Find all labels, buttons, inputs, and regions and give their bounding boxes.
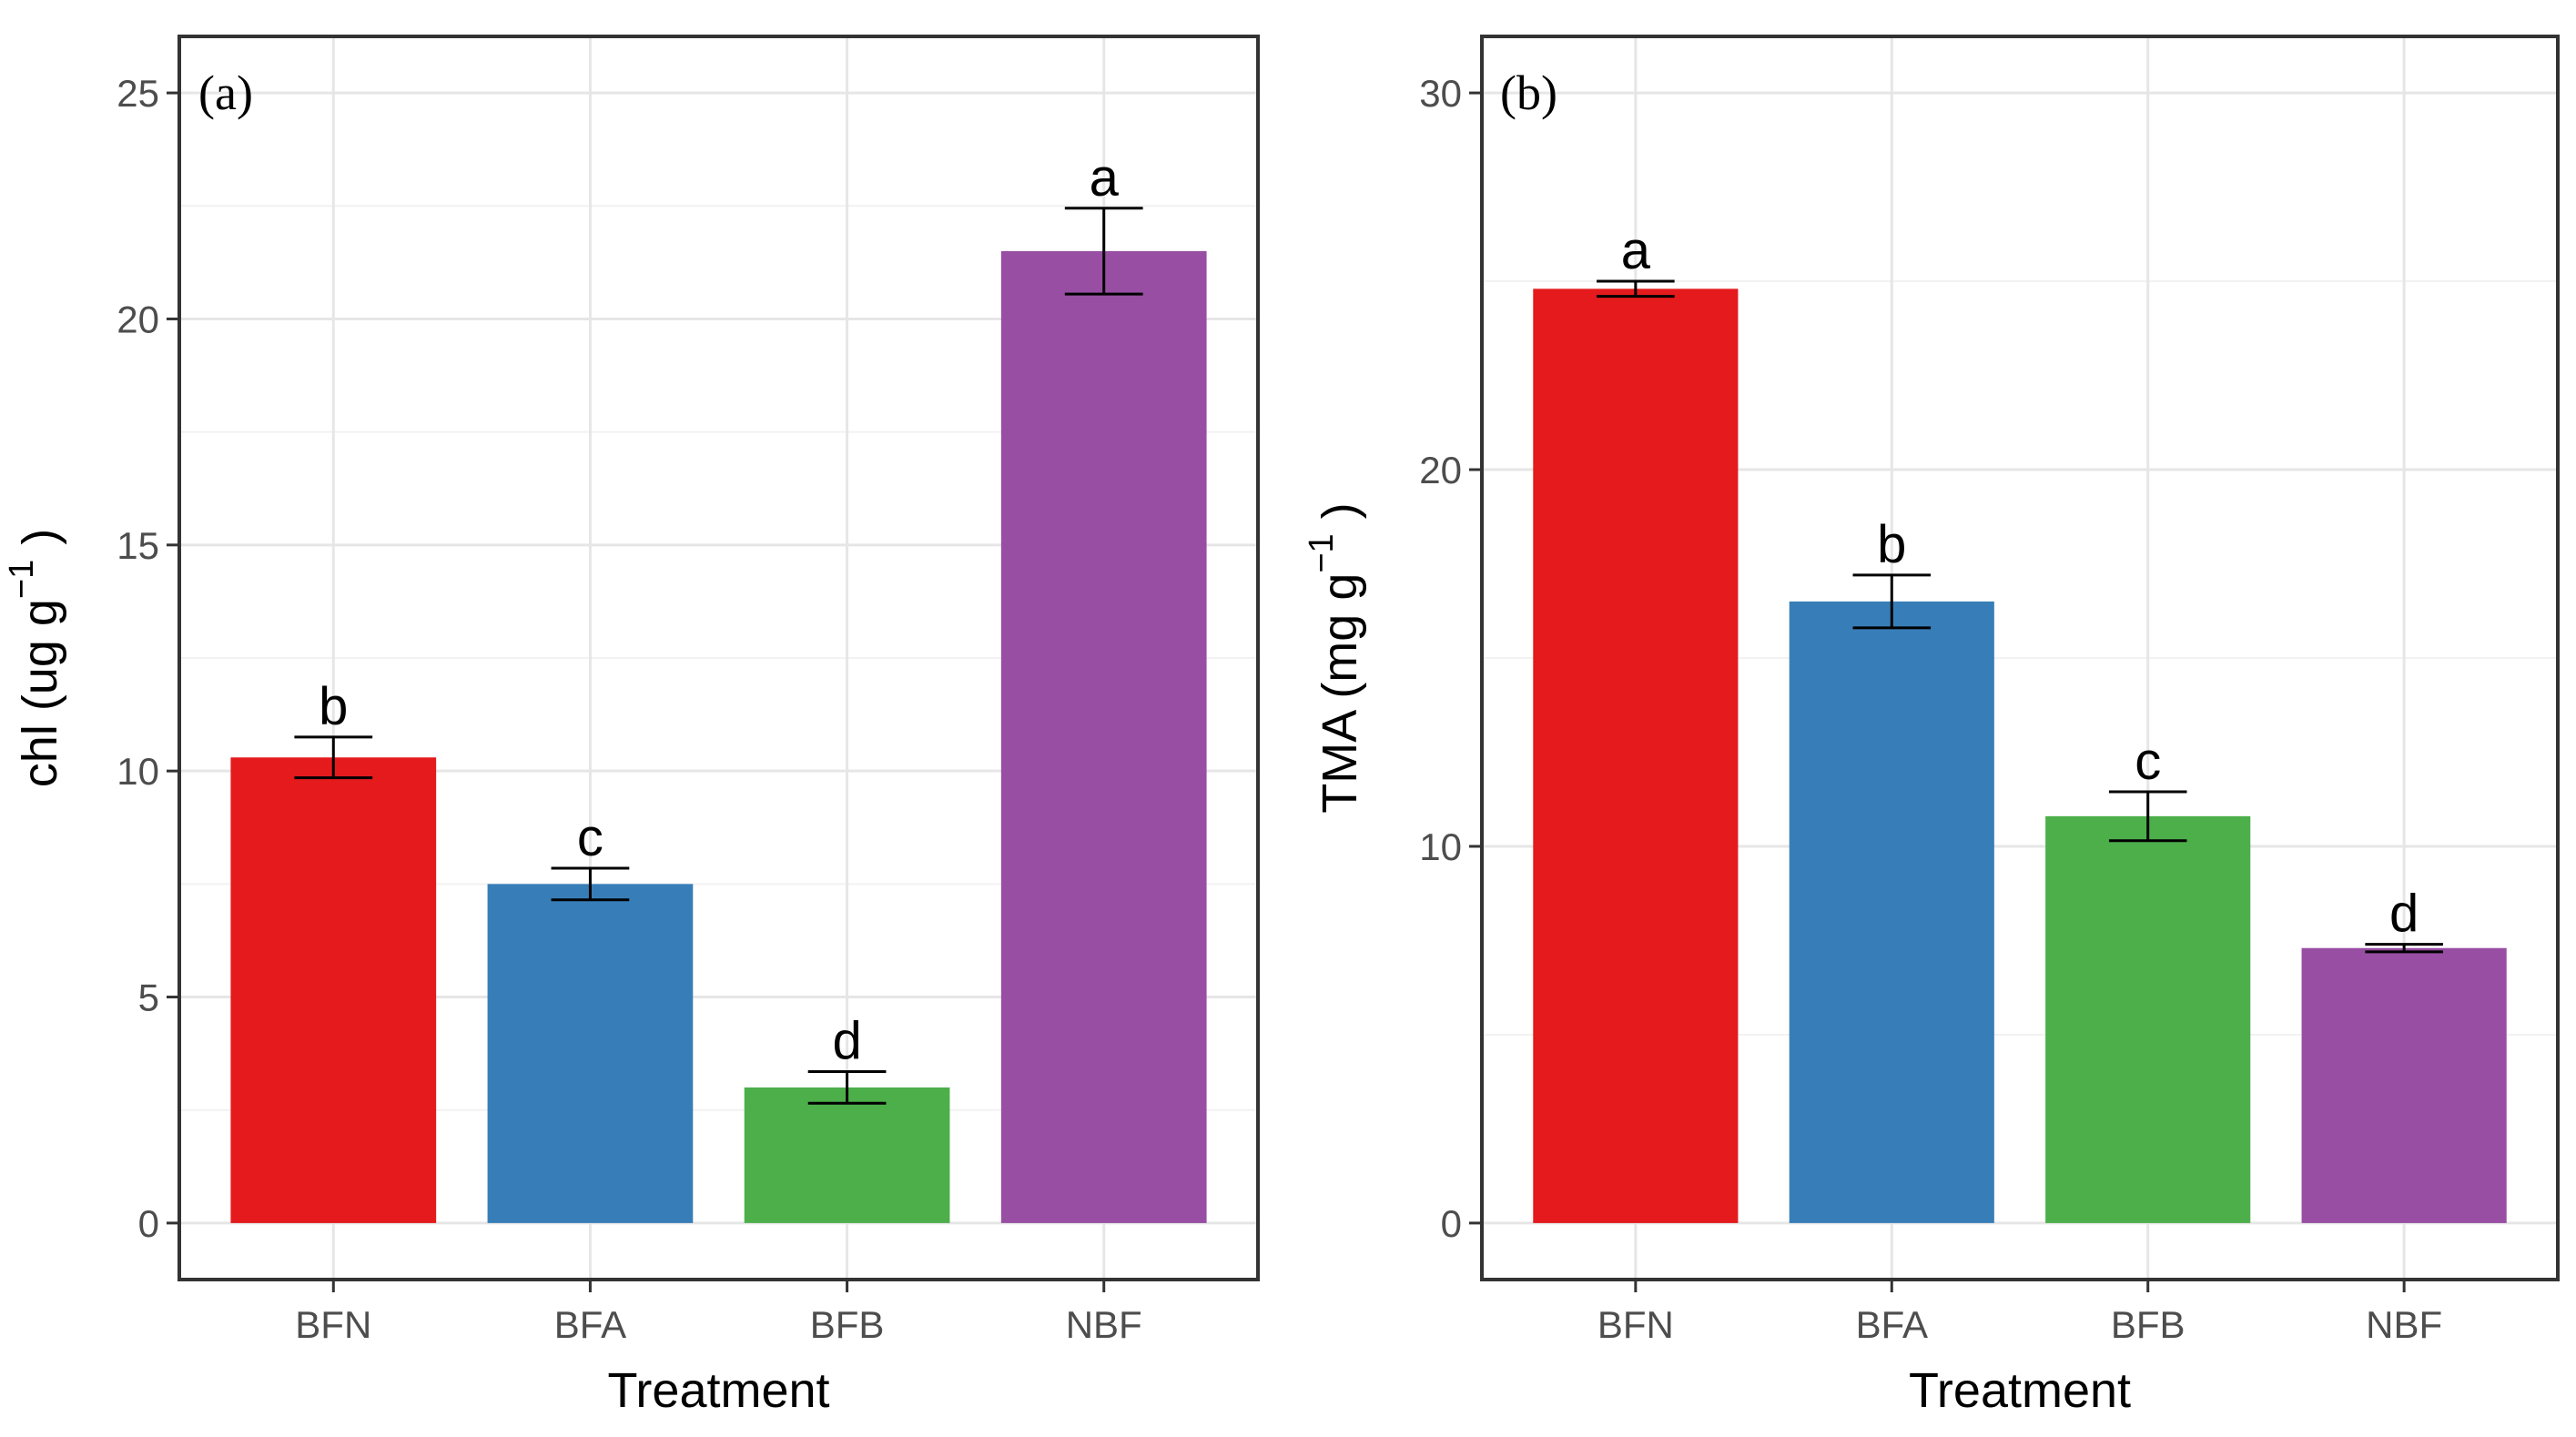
- bar-BFB: [2045, 815, 2251, 1223]
- y-tick-label: 5: [138, 977, 159, 1019]
- y-axis-title-main: TMA (mg g: [1313, 573, 1367, 814]
- x-axis-title: Treatment: [1909, 1363, 2131, 1418]
- y-axis-title: chl (ug g−1): [3, 529, 67, 787]
- y-axis-title-close: ): [13, 529, 67, 545]
- bar-NBF: [2301, 947, 2507, 1223]
- panel-border: [1480, 35, 2560, 1281]
- y-axis-title-superscript: −1: [3, 560, 41, 599]
- chart-panel-2: a b c d 0 10 20 30 BFN BFA BFB NBF Treatment TMA (mg …: [1303, 35, 2560, 1418]
- x-tick-label: BFB: [810, 1303, 885, 1346]
- y-tick-label: 30: [1419, 72, 1462, 115]
- bar-BFA: [1789, 601, 1994, 1223]
- x-axis-title: Treatment: [607, 1363, 829, 1418]
- x-tick-label: NBF: [2366, 1303, 2442, 1346]
- bar-NBF: [1000, 250, 1207, 1223]
- x-tick-label: NBF: [1066, 1303, 1142, 1346]
- y-tick-label: 20: [1419, 449, 1462, 491]
- y-tick-label: 25: [117, 72, 159, 115]
- significance-label: d: [2389, 885, 2419, 944]
- y-tick-label: 0: [138, 1202, 159, 1245]
- y-axis-title-main: chl (ug g: [13, 599, 67, 787]
- bar-BFN: [230, 757, 437, 1223]
- y-axis-title-close: ): [1313, 502, 1367, 519]
- significance-label: d: [832, 1012, 861, 1071]
- x-tick-label: BFN: [1597, 1303, 1674, 1346]
- y-tick-label: 15: [117, 524, 159, 567]
- x-tick-label: BFA: [1856, 1303, 1928, 1346]
- y-axis-title-superscript: −1: [1303, 533, 1341, 572]
- significance-label: c: [2135, 732, 2161, 791]
- x-tick-label: BFB: [2111, 1303, 2186, 1346]
- bar-BFB: [744, 1087, 950, 1223]
- bar-BFA: [487, 884, 694, 1223]
- chart-panel-1: b c d a 0 5 10 15 20 25 BFN BFA BFB NBF Treatment chl (…: [3, 35, 1260, 1418]
- y-tick-label: 0: [1441, 1202, 1462, 1245]
- y-tick-label: 10: [117, 750, 159, 793]
- panel-border: [177, 35, 1260, 1281]
- x-tick-label: BFN: [295, 1303, 371, 1346]
- y-tick-label: 20: [117, 298, 159, 340]
- significance-label: a: [1090, 148, 1120, 207]
- y-tick-label: 10: [1419, 825, 1462, 868]
- panel-tag: (b): [1500, 66, 1557, 120]
- y-axis-title: TMA (mg g−1): [1303, 502, 1367, 813]
- significance-label: b: [319, 677, 348, 736]
- bar-BFN: [1533, 288, 1739, 1223]
- panel-tag: (a): [198, 66, 253, 120]
- significance-label: b: [1877, 515, 1906, 574]
- significance-label: a: [1621, 221, 1651, 280]
- x-tick-label: BFA: [554, 1303, 626, 1346]
- significance-label: c: [577, 808, 603, 867]
